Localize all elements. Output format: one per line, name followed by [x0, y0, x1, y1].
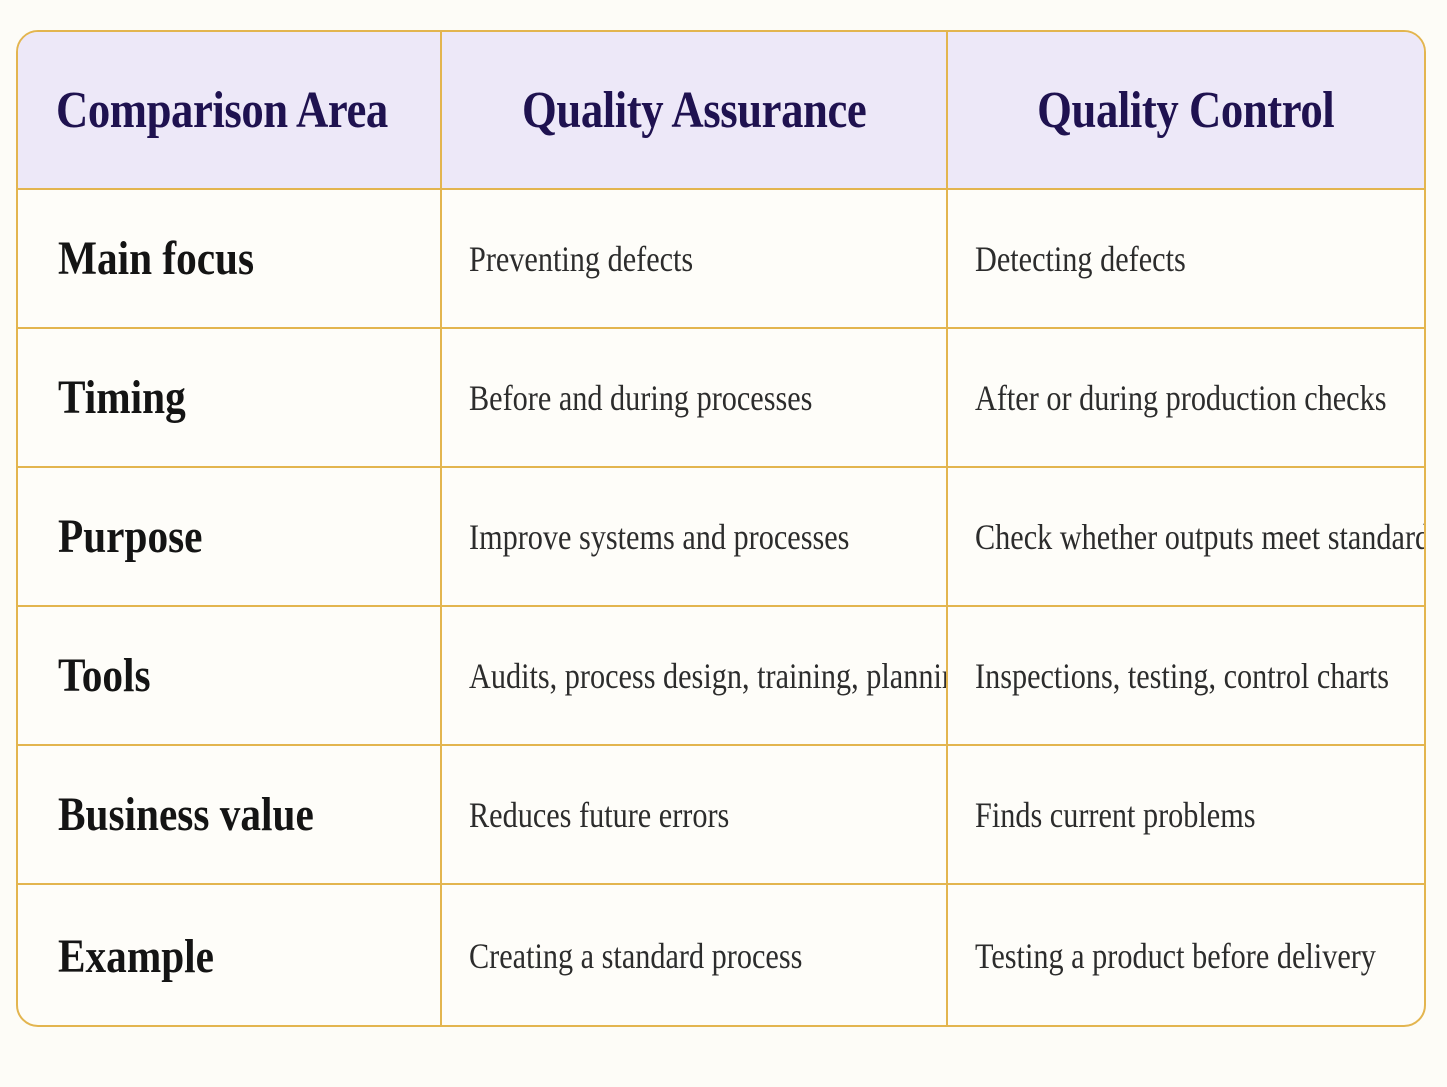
qa-cell: Preventing defects [441, 189, 948, 329]
row-label: Business value [18, 745, 442, 885]
qa-cell: Creating a standard process [441, 884, 948, 1025]
header-quality-assurance: Quality Assurance [441, 32, 948, 190]
table-row: Example Creating a standard process Test… [18, 884, 1424, 1025]
row-label: Main focus [18, 189, 442, 329]
qc-cell: Inspections, testing, control charts [947, 606, 1424, 746]
header-comparison-area: Comparison Area [18, 32, 442, 190]
row-label: Purpose [18, 467, 442, 607]
comparison-table: Comparison Area Quality Assurance Qualit… [18, 32, 1424, 1025]
table-row: Main focus Preventing defects Detecting … [18, 189, 1424, 329]
row-label: Timing [18, 328, 442, 468]
qc-cell: After or during production checks [947, 328, 1424, 468]
qc-cell: Check whether outputs meet standards [947, 467, 1424, 607]
qc-cell: Detecting defects [947, 189, 1424, 329]
qa-cell: Improve systems and processes [441, 467, 948, 607]
row-label: Example [18, 884, 442, 1025]
qa-cell: Audits, process design, training, planni… [441, 606, 948, 746]
header-row: Comparison Area Quality Assurance Qualit… [18, 32, 1424, 190]
qc-cell: Finds current problems [947, 745, 1424, 885]
header-quality-control: Quality Control [947, 32, 1424, 190]
qc-cell: Testing a product before delivery [975, 936, 1376, 976]
table-row: Business value Reduces future errors Fin… [18, 745, 1424, 885]
table-row: Tools Audits, process design, training, … [18, 606, 1424, 746]
table-row: Purpose Improve systems and processes Ch… [18, 467, 1424, 607]
qa-cell: Reduces future errors [441, 745, 948, 885]
table-row: Timing Before and during processes After… [18, 328, 1424, 468]
row-label: Tools [18, 606, 442, 746]
comparison-table-container: Comparison Area Quality Assurance Qualit… [16, 30, 1426, 1027]
qa-cell: Before and during processes [441, 328, 948, 468]
